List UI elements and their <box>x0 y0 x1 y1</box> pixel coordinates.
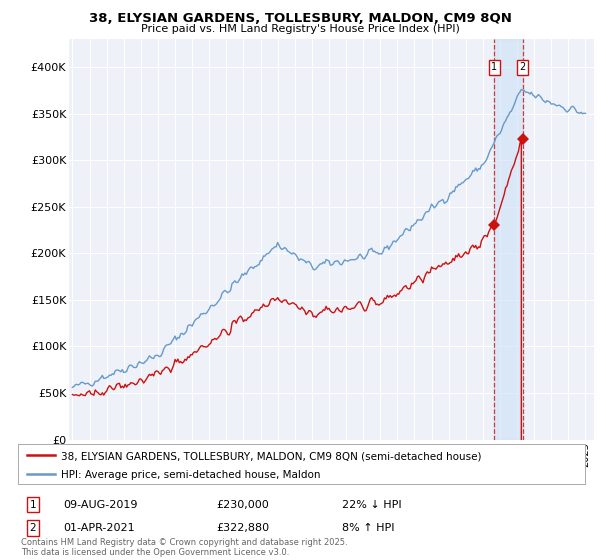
Text: 09-AUG-2019: 09-AUG-2019 <box>63 500 137 510</box>
Bar <box>494 39 523 440</box>
Text: £230,000: £230,000 <box>216 500 269 510</box>
Text: HPI: Average price, semi-detached house, Maldon: HPI: Average price, semi-detached house,… <box>61 470 320 480</box>
Text: 01-APR-2021: 01-APR-2021 <box>63 523 134 533</box>
Text: Contains HM Land Registry data © Crown copyright and database right 2025.
This d: Contains HM Land Registry data © Crown c… <box>21 538 347 557</box>
Text: £322,880: £322,880 <box>216 523 269 533</box>
Text: 2: 2 <box>29 523 37 533</box>
Text: 22% ↓ HPI: 22% ↓ HPI <box>342 500 401 510</box>
Text: 1: 1 <box>29 500 37 510</box>
Text: 8% ↑ HPI: 8% ↑ HPI <box>342 523 395 533</box>
Text: 38, ELYSIAN GARDENS, TOLLESBURY, MALDON, CM9 8QN: 38, ELYSIAN GARDENS, TOLLESBURY, MALDON,… <box>89 12 511 25</box>
Text: 2: 2 <box>520 62 526 72</box>
Text: 1: 1 <box>491 62 497 72</box>
Text: 38, ELYSIAN GARDENS, TOLLESBURY, MALDON, CM9 8QN (semi-detached house): 38, ELYSIAN GARDENS, TOLLESBURY, MALDON,… <box>61 451 481 461</box>
Text: Price paid vs. HM Land Registry's House Price Index (HPI): Price paid vs. HM Land Registry's House … <box>140 24 460 34</box>
